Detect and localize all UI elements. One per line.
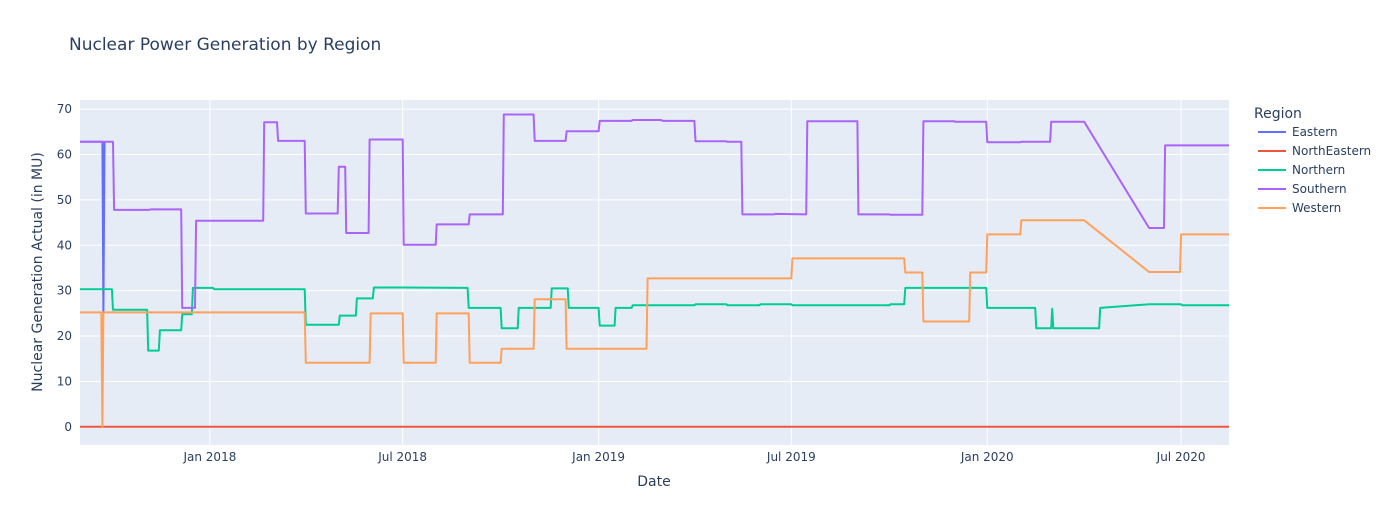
x-tick-label: Jan 2018: [182, 450, 236, 464]
y-tick-label: 0: [64, 420, 72, 434]
y-tick-label: 70: [57, 102, 72, 116]
y-tick-label: 60: [57, 147, 72, 161]
y-tick-label: 10: [57, 374, 72, 388]
x-tick-label: Jul 2018: [377, 450, 427, 464]
series-line-western: [80, 219, 1229, 428]
legend-title: Region: [1254, 106, 1302, 122]
x-tick-label: Jul 2020: [1156, 450, 1206, 464]
legend-item[interactable]: NorthEastern: [1292, 144, 1371, 158]
x-tick-label: Jul 2019: [766, 450, 816, 464]
y-tick-label: 20: [57, 329, 72, 343]
legend-item[interactable]: Southern: [1292, 182, 1347, 196]
chart-title: Nuclear Power Generation by Region: [69, 35, 381, 55]
x-axis-title: Date: [637, 474, 670, 490]
y-axis-ticks: 0 10 20 30 40 50 60 70: [57, 102, 72, 434]
x-tick-label: Jan 2020: [960, 450, 1014, 464]
series-line-northern: [80, 286, 1229, 352]
legend: Region Eastern NorthEastern Northern Southe…: [1254, 106, 1371, 215]
legend-item[interactable]: Eastern: [1292, 125, 1338, 139]
y-tick-label: 30: [57, 284, 72, 298]
y-axis-title: Nuclear Generation Actual (in MU): [30, 152, 46, 392]
series-line-southern: [80, 113, 1229, 309]
x-axis-ticks: Jan 2018 Jul 2018 Jan 2019 Jul 2019 Jan 2020…: [182, 450, 1205, 464]
y-tick-label: 40: [57, 238, 72, 252]
series-lines: [80, 113, 1229, 428]
legend-item[interactable]: Western: [1292, 201, 1341, 215]
plot-area: [80, 100, 1229, 445]
y-tick-label: 50: [57, 193, 72, 207]
x-tick-label: Jan 2019: [571, 450, 625, 464]
legend-item[interactable]: Northern: [1292, 163, 1345, 177]
